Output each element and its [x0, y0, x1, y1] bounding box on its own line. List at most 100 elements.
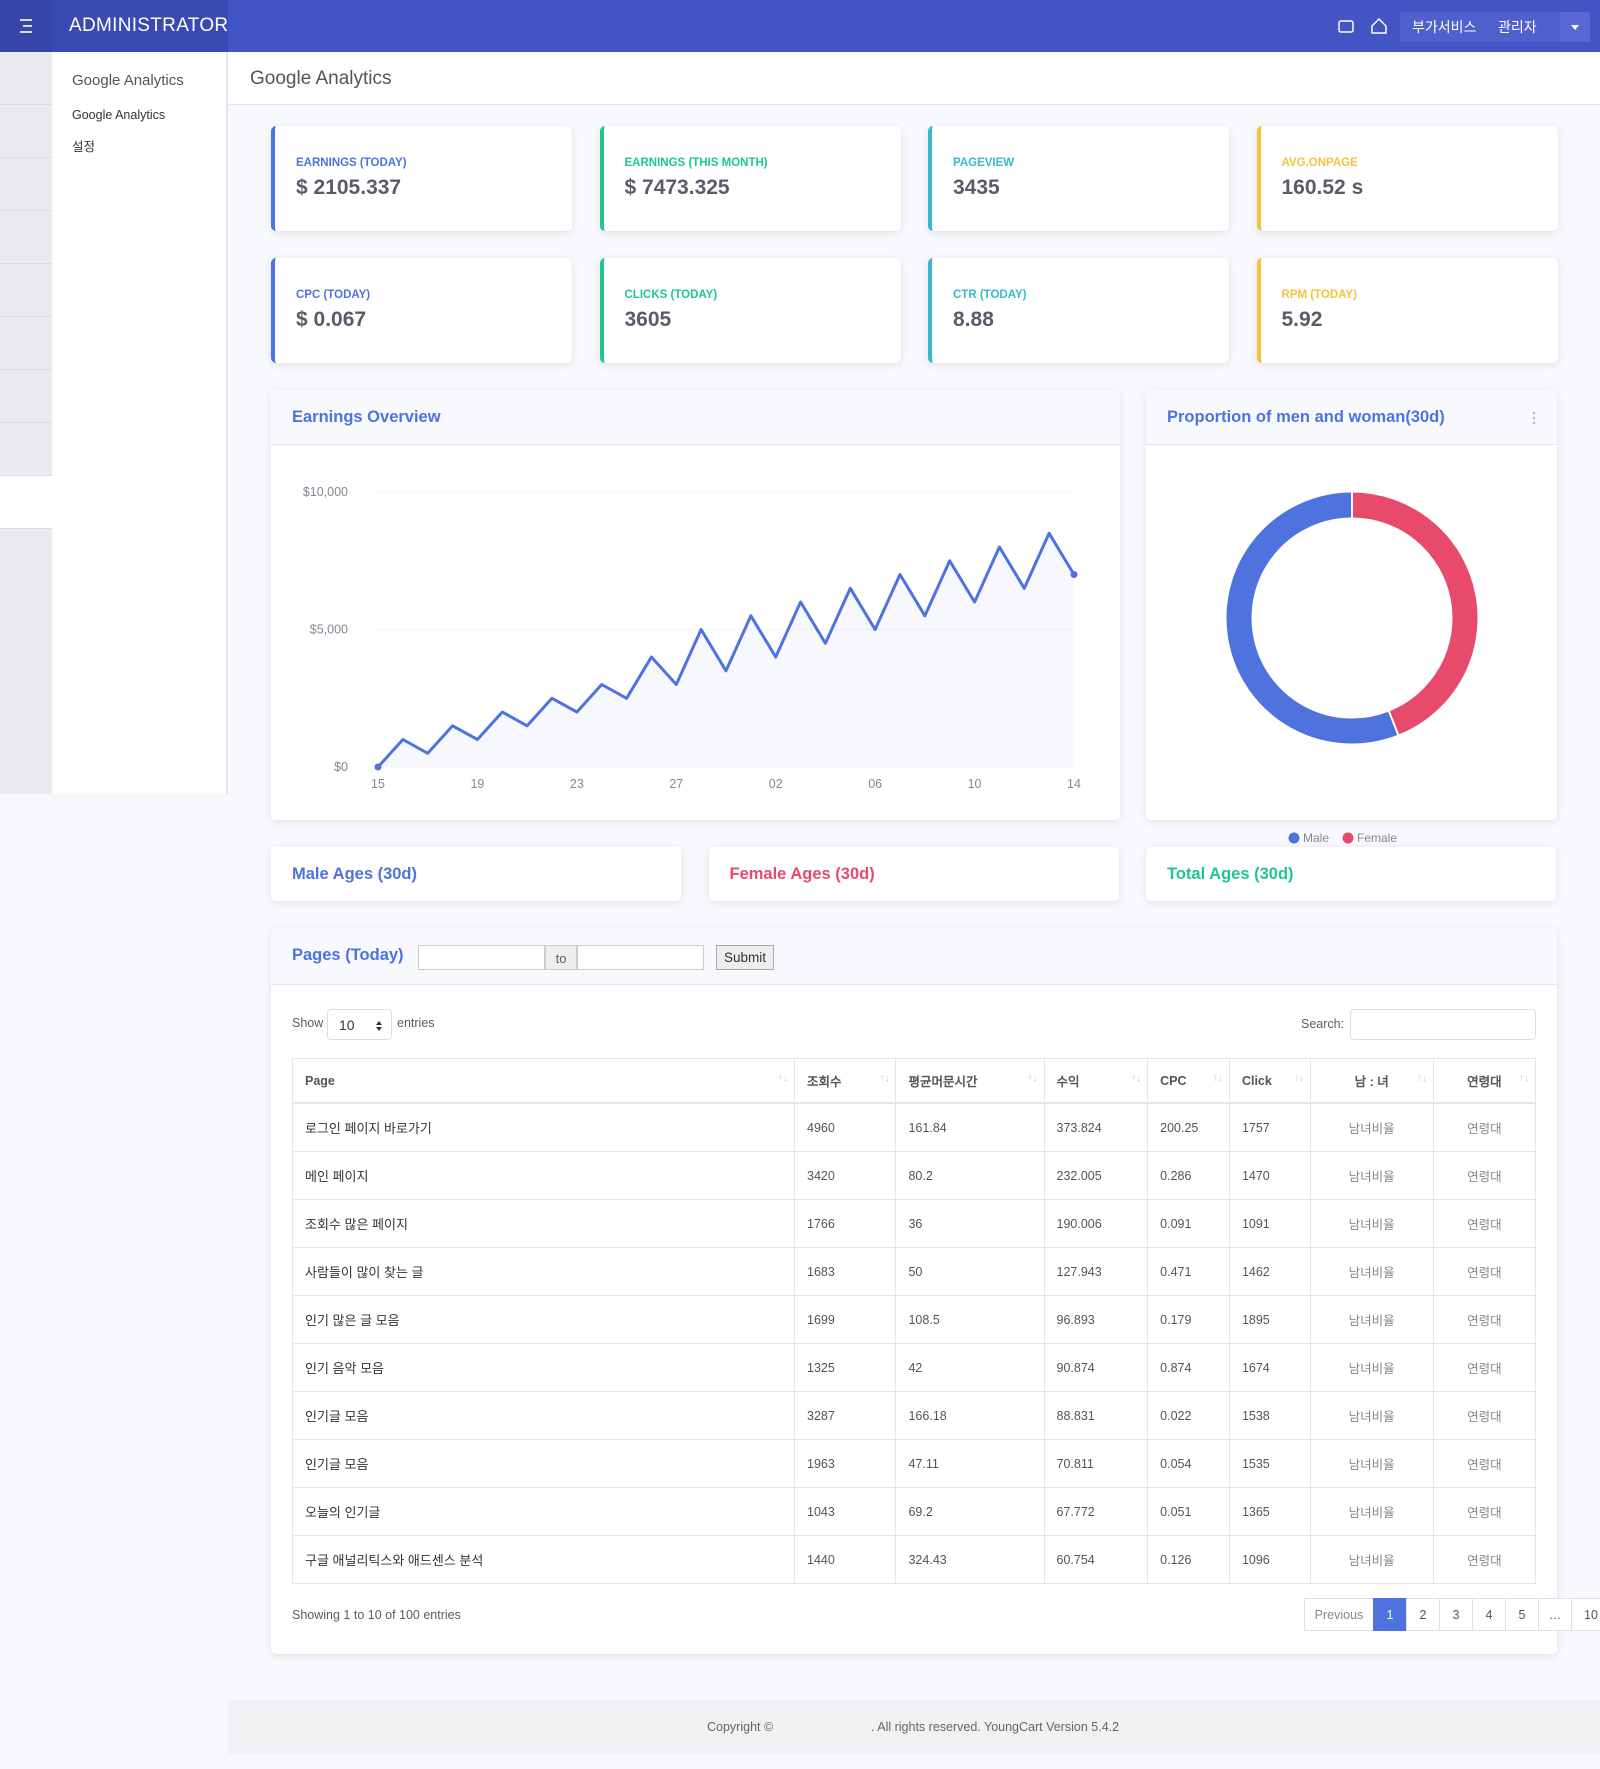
- table-cell: 67.772: [1043, 1487, 1149, 1536]
- table-cell: 0.051: [1147, 1487, 1230, 1536]
- card-header: Proportion of men and woman(30d): [1146, 390, 1557, 445]
- page-button[interactable]: 3: [1439, 1598, 1473, 1631]
- sidebar-icon[interactable]: [0, 211, 52, 264]
- sidebar-heading: Google Analytics: [72, 72, 184, 89]
- table-cell[interactable]: 남녀비율: [1309, 1487, 1434, 1536]
- table-cell: 70.811: [1043, 1439, 1149, 1488]
- table-cell: 인기글 모음: [291, 1439, 796, 1488]
- stat-card: CPC (Today) $ 0.067: [271, 258, 572, 363]
- home-icon[interactable]: [1369, 16, 1389, 36]
- column-header[interactable]: 조회수 ↑↓: [794, 1058, 897, 1104]
- table-cell: 90.874: [1043, 1343, 1149, 1392]
- table-cell: 3420: [794, 1151, 897, 1200]
- sort-icon: ↑↓: [1212, 1073, 1223, 1084]
- table-cell[interactable]: 남녀비율: [1309, 1343, 1434, 1392]
- table-cell: 인기 많은 글 모음: [291, 1295, 796, 1344]
- sidebar-item[interactable]: Google Analytics: [72, 108, 166, 122]
- table-cell[interactable]: 남녀비율: [1309, 1151, 1434, 1200]
- table-cell[interactable]: 남녀비율: [1309, 1439, 1434, 1488]
- user-button[interactable]: 관리자: [1486, 12, 1560, 42]
- table-cell[interactable]: 연령대: [1432, 1487, 1537, 1536]
- column-header[interactable]: 남 : 녀 ↑↓: [1309, 1058, 1434, 1104]
- menu-toggle[interactable]: [0, 0, 52, 52]
- service-button[interactable]: 부가서비스: [1400, 12, 1489, 42]
- table-row: 메인 페이지 3420 80.2 232.005 0.286 1470 남녀비율 연령대: [291, 1151, 1537, 1200]
- column-header[interactable]: CPC ↑↓: [1147, 1058, 1230, 1104]
- column-header[interactable]: Page ↑↓: [291, 1058, 796, 1104]
- stat-value: 3605: [624, 308, 672, 331]
- pages-table: Page ↑↓ 조회수 ↑↓ 평균머문시간 ↑↓ 수익 ↑↓ CPC ↑↓ Click ↑↓ 남 : 녀…: [291, 1058, 1537, 1584]
- table-info: Showing 1 to 10 of 100 entries: [292, 1608, 461, 1622]
- table-cell[interactable]: 남녀비율: [1309, 1391, 1434, 1440]
- column-header[interactable]: 수익 ↑↓: [1043, 1058, 1149, 1104]
- table-cell: 69.2: [895, 1487, 1045, 1536]
- column-header[interactable]: 평균머문시간 ↑↓: [895, 1058, 1045, 1104]
- y-tick-label: $10,000: [303, 485, 348, 499]
- ages-card[interactable]: Male Ages (30d): [271, 847, 681, 901]
- table-row: 구글 애널리틱스와 애드센스 분석 1440 324.43 60.754 0.126 10…: [291, 1535, 1537, 1584]
- x-tick-label: 14: [1067, 777, 1081, 791]
- length-select[interactable]: 10: [327, 1009, 392, 1040]
- page-button[interactable]: 5: [1505, 1598, 1539, 1631]
- shop-icon[interactable]: [1336, 16, 1356, 36]
- table-cell[interactable]: 연령대: [1432, 1102, 1537, 1152]
- x-tick-label: 02: [769, 777, 783, 791]
- sort-icon: ↑↓: [1027, 1073, 1038, 1084]
- sidebar-icon[interactable]: [0, 105, 52, 158]
- ages-card[interactable]: Female Ages (30d): [708, 847, 1119, 901]
- column-header[interactable]: Click ↑↓: [1228, 1058, 1311, 1104]
- table-cell[interactable]: 연령대: [1432, 1295, 1537, 1344]
- more-icon[interactable]: [1529, 408, 1539, 428]
- table-cell[interactable]: 연령대: [1432, 1151, 1537, 1200]
- ages-card[interactable]: Total Ages (30d): [1146, 847, 1556, 901]
- page-button[interactable]: 1: [1373, 1598, 1407, 1631]
- table-cell: 0.286: [1147, 1151, 1230, 1200]
- page-button[interactable]: 10: [1571, 1598, 1600, 1631]
- y-tick-label: $0: [334, 760, 348, 774]
- table-cell[interactable]: 남녀비율: [1309, 1295, 1434, 1344]
- table-row: 인기 음악 모음 1325 42 90.874 0.874 1674 남녀비율 연령대: [291, 1343, 1537, 1392]
- table-cell[interactable]: 남녀비율: [1309, 1247, 1434, 1296]
- submit-button[interactable]: Submit: [716, 945, 774, 970]
- table-cell: 127.943: [1043, 1247, 1149, 1296]
- date-from[interactable]: [418, 945, 545, 970]
- sidebar-icon[interactable]: [0, 52, 52, 105]
- x-tick-label: 15: [371, 777, 385, 791]
- search-input[interactable]: [1350, 1009, 1536, 1040]
- table-cell[interactable]: 남녀비율: [1309, 1535, 1434, 1584]
- table-cell[interactable]: 연령대: [1432, 1535, 1537, 1584]
- page-button[interactable]: 2: [1406, 1598, 1440, 1631]
- page-button[interactable]: 4: [1472, 1598, 1506, 1631]
- table-cell[interactable]: 연령대: [1432, 1343, 1537, 1392]
- table-cell[interactable]: 연령대: [1432, 1247, 1537, 1296]
- sidebar-icon[interactable]: [0, 317, 52, 370]
- table-cell[interactable]: 연령대: [1432, 1199, 1537, 1248]
- table-cell: 1699: [794, 1295, 897, 1344]
- table-cell[interactable]: 연령대: [1432, 1439, 1537, 1488]
- table-cell[interactable]: 연령대: [1432, 1391, 1537, 1440]
- sidebar-item[interactable]: 설정: [72, 140, 96, 154]
- legend-label: Female: [1357, 831, 1397, 845]
- sidebar-icon[interactable]: [0, 423, 52, 476]
- x-tick-label: 23: [570, 777, 584, 791]
- sidebar-icon[interactable]: [0, 264, 52, 317]
- page-button[interactable]: …: [1538, 1598, 1572, 1631]
- brand[interactable]: ADMINISTRATOR: [52, 0, 228, 52]
- header-row: Page ↑↓ 조회수 ↑↓ 평균머문시간 ↑↓ 수익 ↑↓ CPC ↑↓ Click ↑↓ 남 : 녀…: [291, 1058, 1537, 1104]
- footer-rights: . All rights reserved. YoungCart Version…: [871, 1720, 1120, 1734]
- date-to[interactable]: [577, 945, 704, 970]
- line-chart: $0 $5,000 $10,000 15 19 23 27 02 06 10 14: [303, 485, 1081, 791]
- column-title: 조회수: [807, 1075, 842, 1089]
- ages-title: Total Ages (30d): [1167, 865, 1294, 883]
- table-cell[interactable]: 남녀비율: [1309, 1199, 1434, 1248]
- user-dropdown[interactable]: [1560, 12, 1590, 42]
- page-button[interactable]: Previous: [1304, 1598, 1374, 1631]
- table-cell: 1470: [1228, 1151, 1311, 1200]
- sidebar-icon[interactable]: [0, 158, 52, 211]
- column-header[interactable]: 연령대 ↑↓: [1432, 1058, 1537, 1104]
- sidebar-icon[interactable]: [0, 370, 52, 423]
- table-cell[interactable]: 남녀비율: [1309, 1102, 1434, 1152]
- table-cell: 0.126: [1147, 1535, 1230, 1584]
- stat-value: $ 2105.337: [296, 176, 402, 199]
- sidebar-icon[interactable]: [0, 476, 52, 529]
